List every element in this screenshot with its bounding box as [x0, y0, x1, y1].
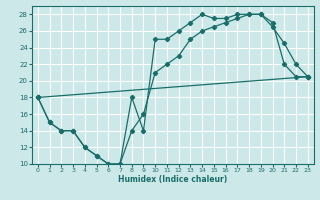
X-axis label: Humidex (Indice chaleur): Humidex (Indice chaleur) [118, 175, 228, 184]
